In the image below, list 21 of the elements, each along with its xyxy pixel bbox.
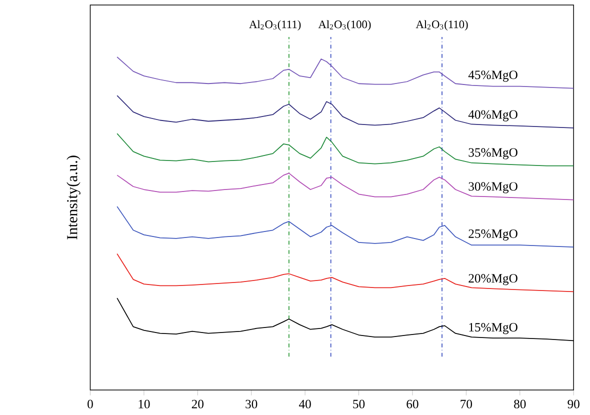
series-label: 30%MgO [468, 182, 518, 194]
series-label: 20%MgO [468, 274, 518, 286]
x-tick-label: 40 [298, 400, 311, 409]
ref-line-label: Al$_{2}$O$_{3}$(110) [416, 20, 468, 31]
x-tick-label: 60 [406, 400, 418, 409]
series-label: 40%MgO [468, 110, 518, 122]
series-label: 25%MgO [468, 230, 518, 241]
series-label: 15%MgO [469, 323, 518, 334]
x-tick-label: 90 [568, 400, 580, 409]
series-label: 35%MgO [468, 148, 518, 160]
x-tick-label: 0 [88, 400, 93, 409]
x-tick-label: 10 [138, 400, 150, 409]
ref-line-label: Al$_{2}$O$_{3}$(111) [249, 20, 301, 31]
y-axis-title: Intensity(a.u.) [66, 156, 80, 240]
x-tick-label: 50 [353, 400, 365, 409]
x-tick-label: 20 [192, 400, 204, 409]
ref-line-label: Al$_{2}$O$_{3}$(100) [318, 20, 371, 31]
series-label: 45%MgO [468, 70, 518, 82]
x-tick-label: 30 [246, 400, 258, 409]
x-tick-label: 80 [514, 400, 526, 409]
x-tick-label: 70 [460, 400, 472, 409]
